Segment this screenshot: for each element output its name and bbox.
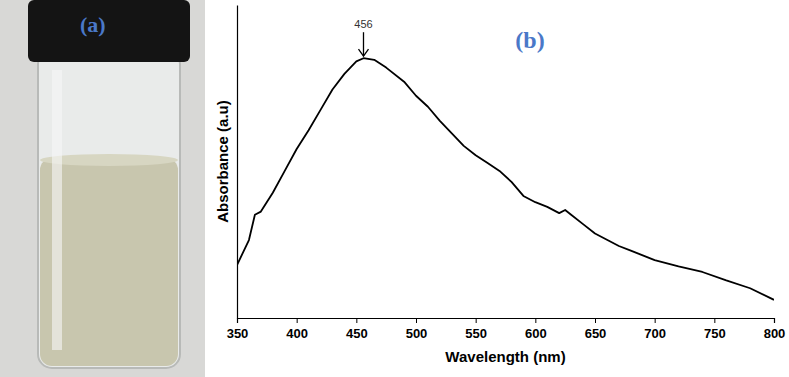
plot-area xyxy=(237,58,774,300)
panel-label: (a) xyxy=(80,12,106,37)
y-axis-title: Absorbance (a.u) xyxy=(214,100,231,223)
x-axis-line xyxy=(238,319,775,324)
x-tick: 500 xyxy=(406,318,428,341)
photo-background xyxy=(0,0,205,377)
vial-cap xyxy=(28,0,190,62)
figure: (a) 350 400 450 500 550 600 650 700 750 800 Wavelen… xyxy=(0,0,789,377)
y-axis xyxy=(237,6,238,319)
x-tick-mark xyxy=(297,318,298,323)
x-tick-mark xyxy=(416,318,417,323)
x-tick-mark xyxy=(237,318,238,323)
x-tick-mark xyxy=(535,318,536,323)
annotation-arrow xyxy=(363,32,364,56)
x-tick: 450 xyxy=(346,318,368,341)
annotation-arrowhead xyxy=(358,49,368,56)
x-tick: 600 xyxy=(525,318,547,341)
x-tick-mark xyxy=(655,318,656,323)
x-tick-label: 500 xyxy=(406,326,428,341)
x-tick-mark xyxy=(595,318,596,323)
x-tick-label: 600 xyxy=(525,326,547,341)
x-tick-mark xyxy=(356,318,357,323)
x-tick: 800 xyxy=(764,318,786,341)
x-tick: 700 xyxy=(644,318,666,341)
x-tick-label: 800 xyxy=(764,326,786,341)
x-tick-label: 750 xyxy=(704,326,726,341)
x-tick-mark xyxy=(714,318,715,323)
annotation-label: 456 xyxy=(354,18,372,30)
x-tick-label: 550 xyxy=(465,326,487,341)
photo-panel: (a) xyxy=(0,0,205,377)
x-axis-title: Wavelength (nm) xyxy=(445,348,565,365)
annotation: 456 xyxy=(354,18,372,56)
vial-highlight xyxy=(52,70,62,350)
x-tick-label: 700 xyxy=(644,326,666,341)
x-tick: 400 xyxy=(286,318,308,341)
x-tick: 750 xyxy=(704,318,726,341)
x-axis: 350 400 450 500 550 600 650 700 750 800 xyxy=(227,318,786,341)
x-tick-label: 650 xyxy=(585,326,607,341)
x-tick-mark xyxy=(476,318,477,323)
x-tick-label: 400 xyxy=(286,326,308,341)
x-tick-mark xyxy=(774,318,775,323)
x-tick-label: 450 xyxy=(346,326,368,341)
spectrum-line xyxy=(237,58,774,300)
panel-label: (b) xyxy=(515,27,544,53)
x-tick: 550 xyxy=(465,318,487,341)
x-tick-label: 350 xyxy=(227,326,249,341)
y-axis-line xyxy=(237,6,238,319)
x-tick: 650 xyxy=(585,318,607,341)
vial-glass xyxy=(38,50,180,368)
x-tick: 350 xyxy=(227,318,249,341)
